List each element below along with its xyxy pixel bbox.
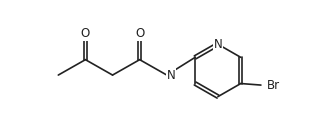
Text: N: N: [167, 68, 176, 82]
Text: N: N: [214, 38, 222, 51]
Text: O: O: [81, 27, 90, 40]
Text: O: O: [135, 27, 144, 40]
Text: Br: Br: [267, 79, 280, 92]
